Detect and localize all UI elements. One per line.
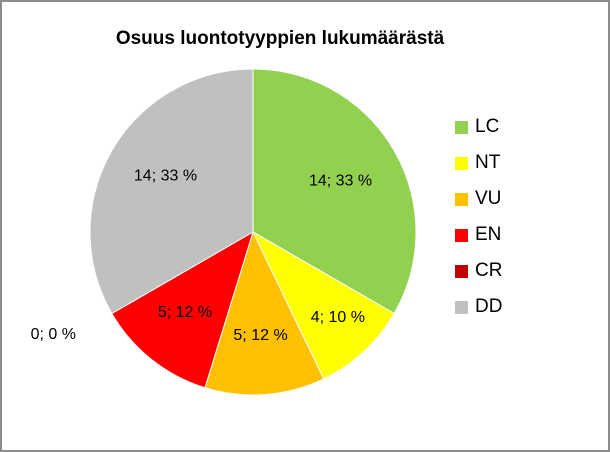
data-label-cr: 0; 0 % (31, 326, 76, 343)
data-label-en: 5; 12 % (158, 304, 212, 321)
pie-slice-dd (89, 68, 254, 315)
data-label-lc: 14; 33 % (309, 173, 372, 190)
legend-swatch-en (455, 228, 468, 242)
legend-label-vu: VU (475, 188, 502, 209)
legend-item-lc: LC (455, 116, 499, 138)
legend-item-cr: CR (455, 260, 502, 282)
pie-slice-nt (251, 230, 395, 380)
legend-swatch-nt (455, 156, 468, 170)
legend-label-lc: LC (475, 116, 500, 137)
pie-slice-en (111, 230, 254, 389)
legend-label-nt: NT (475, 152, 501, 173)
legend-swatch-dd (455, 300, 468, 314)
legend-swatch-cr (455, 264, 468, 278)
data-label-vu: 5; 12 % (233, 327, 287, 344)
legend-label-dd: DD (475, 296, 503, 317)
data-label-nt: 4; 10 % (311, 309, 365, 326)
legend-label-cr: CR (475, 260, 503, 281)
legend-item-vu: VU (455, 188, 501, 210)
legend-label-en: EN (475, 224, 502, 245)
data-label-dd: 14; 33 % (134, 168, 197, 185)
pie-slice-lc (252, 68, 417, 315)
legend-swatch-vu (455, 192, 468, 206)
pie-slice-vu (204, 230, 325, 396)
legend-item-nt: NT (455, 152, 500, 174)
legend-item-en: EN (455, 224, 501, 246)
legend-item-dd: DD (455, 296, 502, 318)
legend-swatch-lc (455, 120, 468, 134)
chart-title: Osuus luontotyyppien lukumäärästä (115, 28, 445, 49)
